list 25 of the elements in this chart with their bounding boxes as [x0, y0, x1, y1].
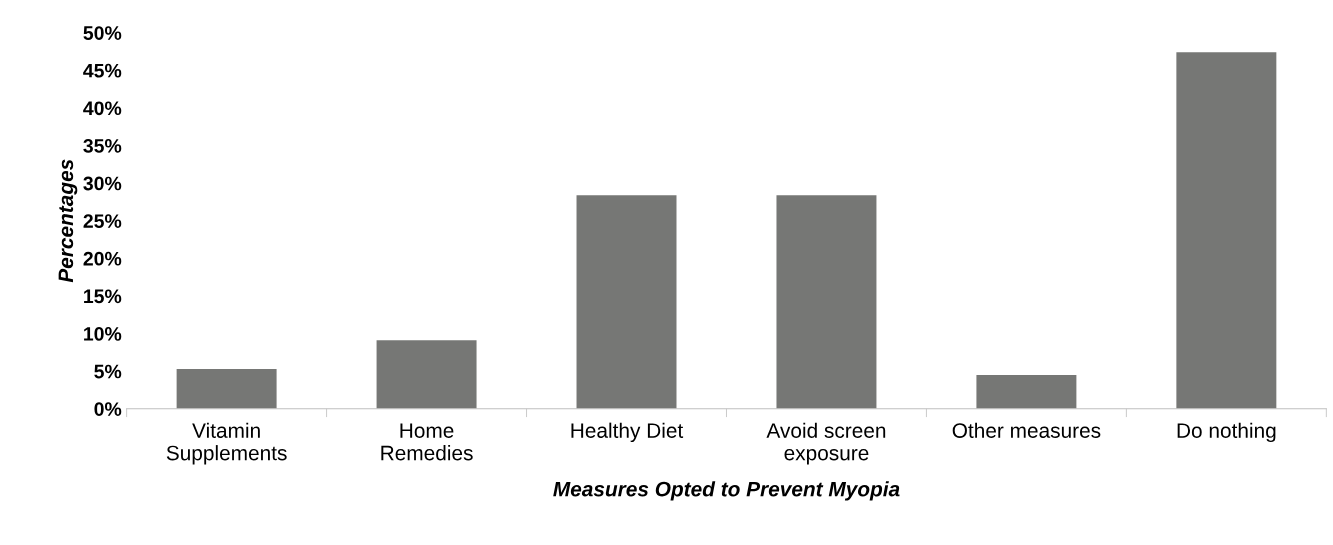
bar	[576, 195, 677, 409]
bar	[776, 195, 877, 409]
y-tick-label: 40%	[83, 101, 122, 116]
bar	[176, 368, 277, 409]
y-tick-label: 35%	[83, 138, 122, 153]
x-axis-title: Measures Opted to Prevent Myopia	[553, 481, 900, 501]
x-tick-label: Home Remedies	[381, 423, 473, 461]
bar	[1176, 52, 1277, 409]
bar	[976, 374, 1077, 409]
y-tick-label: 50%	[83, 26, 122, 40]
x-tick-label: Do nothing	[1177, 422, 1276, 443]
x-tick-label: Avoid screen exposure	[766, 422, 886, 465]
y-axis-title: Percentages	[58, 159, 78, 283]
y-tick-label: 45%	[83, 63, 122, 78]
x-tick-label: Healthy Diet	[571, 422, 684, 443]
y-tick-label: 15%	[84, 289, 122, 304]
y-tick-label: 25%	[83, 214, 122, 228]
bar	[376, 340, 477, 409]
y-tick-label: 20%	[83, 251, 122, 266]
y-tick-label: 5%	[94, 364, 122, 379]
y-tick-label: 0%	[94, 402, 122, 416]
y-tick-label: 30%	[83, 176, 122, 191]
y-tick-label: 10%	[84, 327, 122, 341]
x-tick-label: Other measures	[952, 422, 1101, 438]
x-tick-label: Vitamin Supplements	[166, 422, 287, 465]
